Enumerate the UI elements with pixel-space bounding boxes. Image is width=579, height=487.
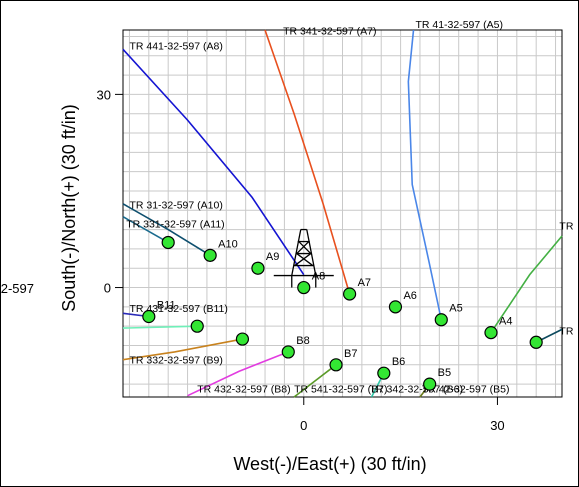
- target-point: [161, 235, 175, 250]
- well-name-label: TR 341-32-597 (A7): [283, 26, 376, 38]
- target-point-label: B6: [392, 356, 405, 368]
- trajectory-line: [490, 235, 563, 334]
- trajectory-line: [122, 338, 243, 361]
- target-point: [423, 377, 437, 391]
- well-name-label: TR 432-32-597 (B8): [197, 383, 290, 395]
- trajectory-line: [264, 29, 351, 295]
- target-point-label: B8: [296, 335, 309, 347]
- well-name-label: TR: [559, 221, 573, 233]
- well-name-label: TR 41-32-597 (A5): [415, 19, 503, 31]
- x-axis-title: West(-)/East(+) (30 ft/in): [233, 454, 426, 474]
- target-point: [142, 309, 156, 324]
- target-point-label: A9: [266, 251, 279, 263]
- target-point: [377, 366, 391, 380]
- y-tick-label: 30: [97, 87, 111, 102]
- target-point-label: A7: [358, 277, 371, 289]
- target-point: [251, 261, 265, 275]
- target-point-label: B5: [438, 367, 451, 379]
- well-name-label: TR 31-32-597 (A10): [129, 199, 222, 211]
- well-name-label: TR 332-32-597 (B9): [129, 355, 222, 367]
- target-point: [529, 335, 543, 349]
- target-point-label: A8: [312, 271, 325, 283]
- target-point-label: A4: [499, 316, 512, 328]
- target-point: [190, 319, 204, 333]
- y-tick-label: 0: [104, 281, 111, 296]
- target-point: [203, 248, 217, 262]
- trajectory-line: [293, 364, 337, 398]
- well-name-label: TR: [559, 326, 573, 338]
- well-name-label: TR 431-32-597 (B11): [129, 303, 227, 315]
- well-name-label: TR 441-32-597 (A8): [129, 40, 222, 52]
- well-name-label: TR 342-32-597 (B6): [370, 383, 463, 395]
- target-point-label: A10: [218, 238, 238, 250]
- x-tick-label: 0: [300, 418, 307, 433]
- well-name-label: TR 42-32-597 (B5): [422, 383, 510, 395]
- target-point-label: A5: [449, 303, 462, 315]
- well-name-label: TR 331-32-597 (A11): [126, 219, 224, 231]
- target-point: [388, 300, 403, 314]
- trajectory-line: [122, 203, 211, 257]
- target-point: [235, 332, 250, 346]
- target-point-label: B7: [344, 348, 357, 360]
- target-point-label: B11: [157, 300, 176, 312]
- drilling-rig-icon: [273, 228, 334, 288]
- target-point: [281, 345, 295, 359]
- target-point-label: A6: [403, 290, 416, 302]
- target-point: [297, 280, 311, 295]
- target-point: [484, 326, 498, 340]
- trajectory-line: [122, 325, 198, 329]
- trajectory-line: [122, 216, 169, 244]
- well-name-label: TR 541-32-597 (B7): [294, 383, 387, 395]
- x-tick-label: 30: [490, 418, 504, 433]
- y-axis-title: South(-)/North(+) (30 ft/in): [59, 104, 79, 312]
- target-point: [343, 287, 357, 301]
- trajectory-line: [122, 48, 305, 276]
- trajectory-line: [407, 29, 443, 320]
- trajectory-line: [187, 351, 289, 397]
- target-point: [329, 358, 343, 372]
- well-label-fragment: -32-597: [0, 281, 34, 296]
- plot-area-border: [122, 29, 563, 398]
- target-point: [434, 313, 448, 327]
